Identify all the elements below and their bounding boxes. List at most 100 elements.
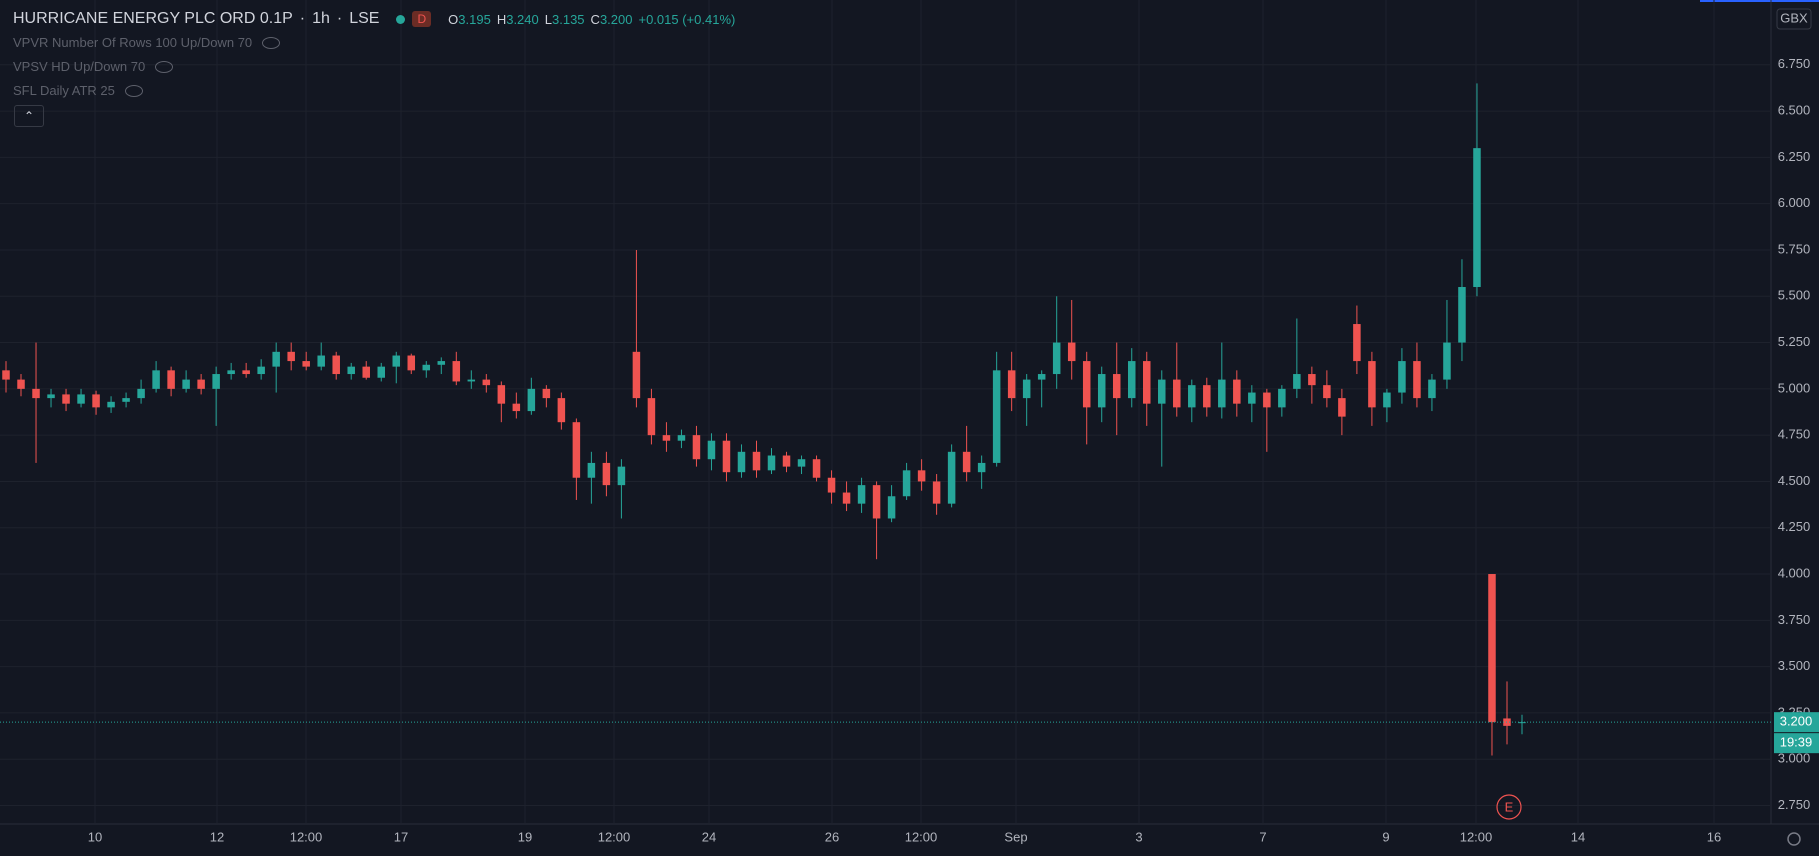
- candle-body: [1278, 388, 1286, 408]
- candle-body: [1067, 342, 1076, 362]
- hidden-icon[interactable]: [124, 84, 143, 97]
- candle-body: [422, 364, 431, 371]
- candle-body: [122, 398, 130, 402]
- event-marker-circle: [1496, 794, 1522, 820]
- separator: ·: [299, 10, 306, 27]
- candle-body: [1293, 374, 1301, 389]
- candle-body: [1112, 374, 1121, 399]
- candle-body: [662, 435, 671, 441]
- y-tick-label: 4.500: [1778, 473, 1811, 488]
- candle-body: [227, 370, 235, 375]
- hidden-icon[interactable]: [155, 60, 174, 73]
- y-tick-label: 5.000: [1778, 380, 1811, 395]
- candle-body: [977, 462, 986, 473]
- candle-body: [1413, 361, 1421, 399]
- candle-body: [17, 379, 25, 389]
- candle-body: [527, 388, 536, 412]
- candle-body: [1097, 374, 1106, 408]
- candle-body: [1323, 385, 1331, 399]
- candle-body: [797, 459, 806, 467]
- candle-body: [647, 398, 656, 436]
- symbol-header: HURRICANE ENERGY PLC ORD 0.1P · 1h · LSE…: [13, 10, 735, 28]
- x-tick-label: 12:00: [290, 829, 323, 844]
- candle-body: [1338, 398, 1346, 417]
- candle-body: [1473, 148, 1481, 288]
- indicator[interactable]: VPSV HD Up/Down 70: [13, 59, 174, 74]
- candle-body: [1052, 342, 1061, 375]
- collapse-button[interactable]: ⌃: [14, 105, 44, 127]
- candle-body: [347, 366, 355, 375]
- candle-body: [1158, 379, 1166, 404]
- ohlc-item: C3.200: [591, 12, 633, 27]
- candle-body: [842, 492, 851, 504]
- candle-body: [242, 370, 250, 375]
- y-tick-label: 4.250: [1778, 519, 1811, 534]
- candle-body: [257, 366, 265, 375]
- indicator[interactable]: VPVR Number Of Rows 100 Up/Down 70: [13, 35, 281, 50]
- candle-body: [707, 440, 716, 460]
- y-tick-label: 5.750: [1778, 241, 1811, 256]
- candle-body: [1263, 392, 1271, 408]
- ohlc-value: 3.195: [458, 11, 491, 27]
- candle-body: [212, 374, 220, 389]
- y-tick-label: 6.250: [1778, 149, 1811, 164]
- candle-body: [62, 394, 70, 404]
- candle-body: [452, 361, 461, 382]
- candle-body: [167, 370, 175, 389]
- x-tick-label: 12:00: [598, 829, 631, 844]
- currency-box: [1776, 8, 1812, 30]
- candle-body: [317, 355, 325, 367]
- candle-body: [872, 485, 881, 519]
- y-tick-label: 5.500: [1778, 288, 1811, 303]
- candle-body: [152, 370, 160, 389]
- x-tick-label: 24: [702, 829, 716, 844]
- ohlc-value: 3.200: [599, 11, 633, 27]
- ohlc-item: L3.135: [545, 12, 585, 27]
- ohlc-item: H3.240: [497, 12, 539, 27]
- candle-body: [287, 351, 295, 362]
- y-tick-label: 3.000: [1778, 751, 1811, 766]
- candle-body: [1458, 287, 1466, 343]
- candle-body: [722, 440, 731, 473]
- x-tick-label: 16: [1707, 829, 1721, 844]
- indicator-label: VPSV HD Up/Down 70: [13, 59, 146, 74]
- ohlc-item: O3.195: [448, 12, 491, 27]
- candle-body: [92, 394, 100, 408]
- ohlc-key: C: [590, 11, 600, 27]
- ohlc-legend: O3.195 H3.240 L3.135 C3.200 +0.015 (+0.41%): [448, 12, 735, 27]
- indicator-label: SFL Daily ATR 25: [13, 83, 115, 98]
- candle-body: [1398, 361, 1406, 393]
- candle-body: [1488, 574, 1496, 723]
- x-tick-label: 17: [394, 829, 408, 844]
- candle-body: [1233, 379, 1241, 404]
- candle-body: [1143, 361, 1151, 404]
- candle-body: [47, 394, 55, 399]
- candle-body: [632, 351, 641, 399]
- indicator[interactable]: SFL Daily ATR 25: [13, 83, 143, 98]
- candle-body: [602, 462, 611, 486]
- candle-body: [557, 398, 566, 423]
- status-dot: [396, 14, 406, 24]
- x-tick-label: 19: [518, 829, 532, 844]
- indicator-label: VPVR Number Of Rows 100 Up/Down 70: [13, 35, 253, 50]
- interval[interactable]: 1h: [312, 10, 330, 27]
- candle-body: [572, 422, 581, 478]
- change: +0.015 (+0.41%): [638, 11, 736, 27]
- candle-body: [917, 470, 926, 482]
- candle-body: [272, 351, 280, 367]
- candle-body: [182, 379, 190, 389]
- ohlc-key: O: [448, 11, 459, 27]
- hidden-icon[interactable]: [262, 36, 281, 49]
- candle-body: [1443, 342, 1451, 380]
- candle-body: [827, 477, 836, 493]
- settings-icon[interactable]: [1787, 832, 1801, 846]
- candle-body: [992, 370, 1001, 463]
- countdown: 19:39: [1780, 735, 1813, 750]
- symbol[interactable]: HURRICANE ENERGY PLC ORD 0.1P: [13, 10, 293, 27]
- candle-body: [1037, 374, 1046, 380]
- candle-body: [2, 370, 10, 380]
- candle-body: [1383, 392, 1391, 408]
- y-tick-label: 6.000: [1778, 195, 1811, 210]
